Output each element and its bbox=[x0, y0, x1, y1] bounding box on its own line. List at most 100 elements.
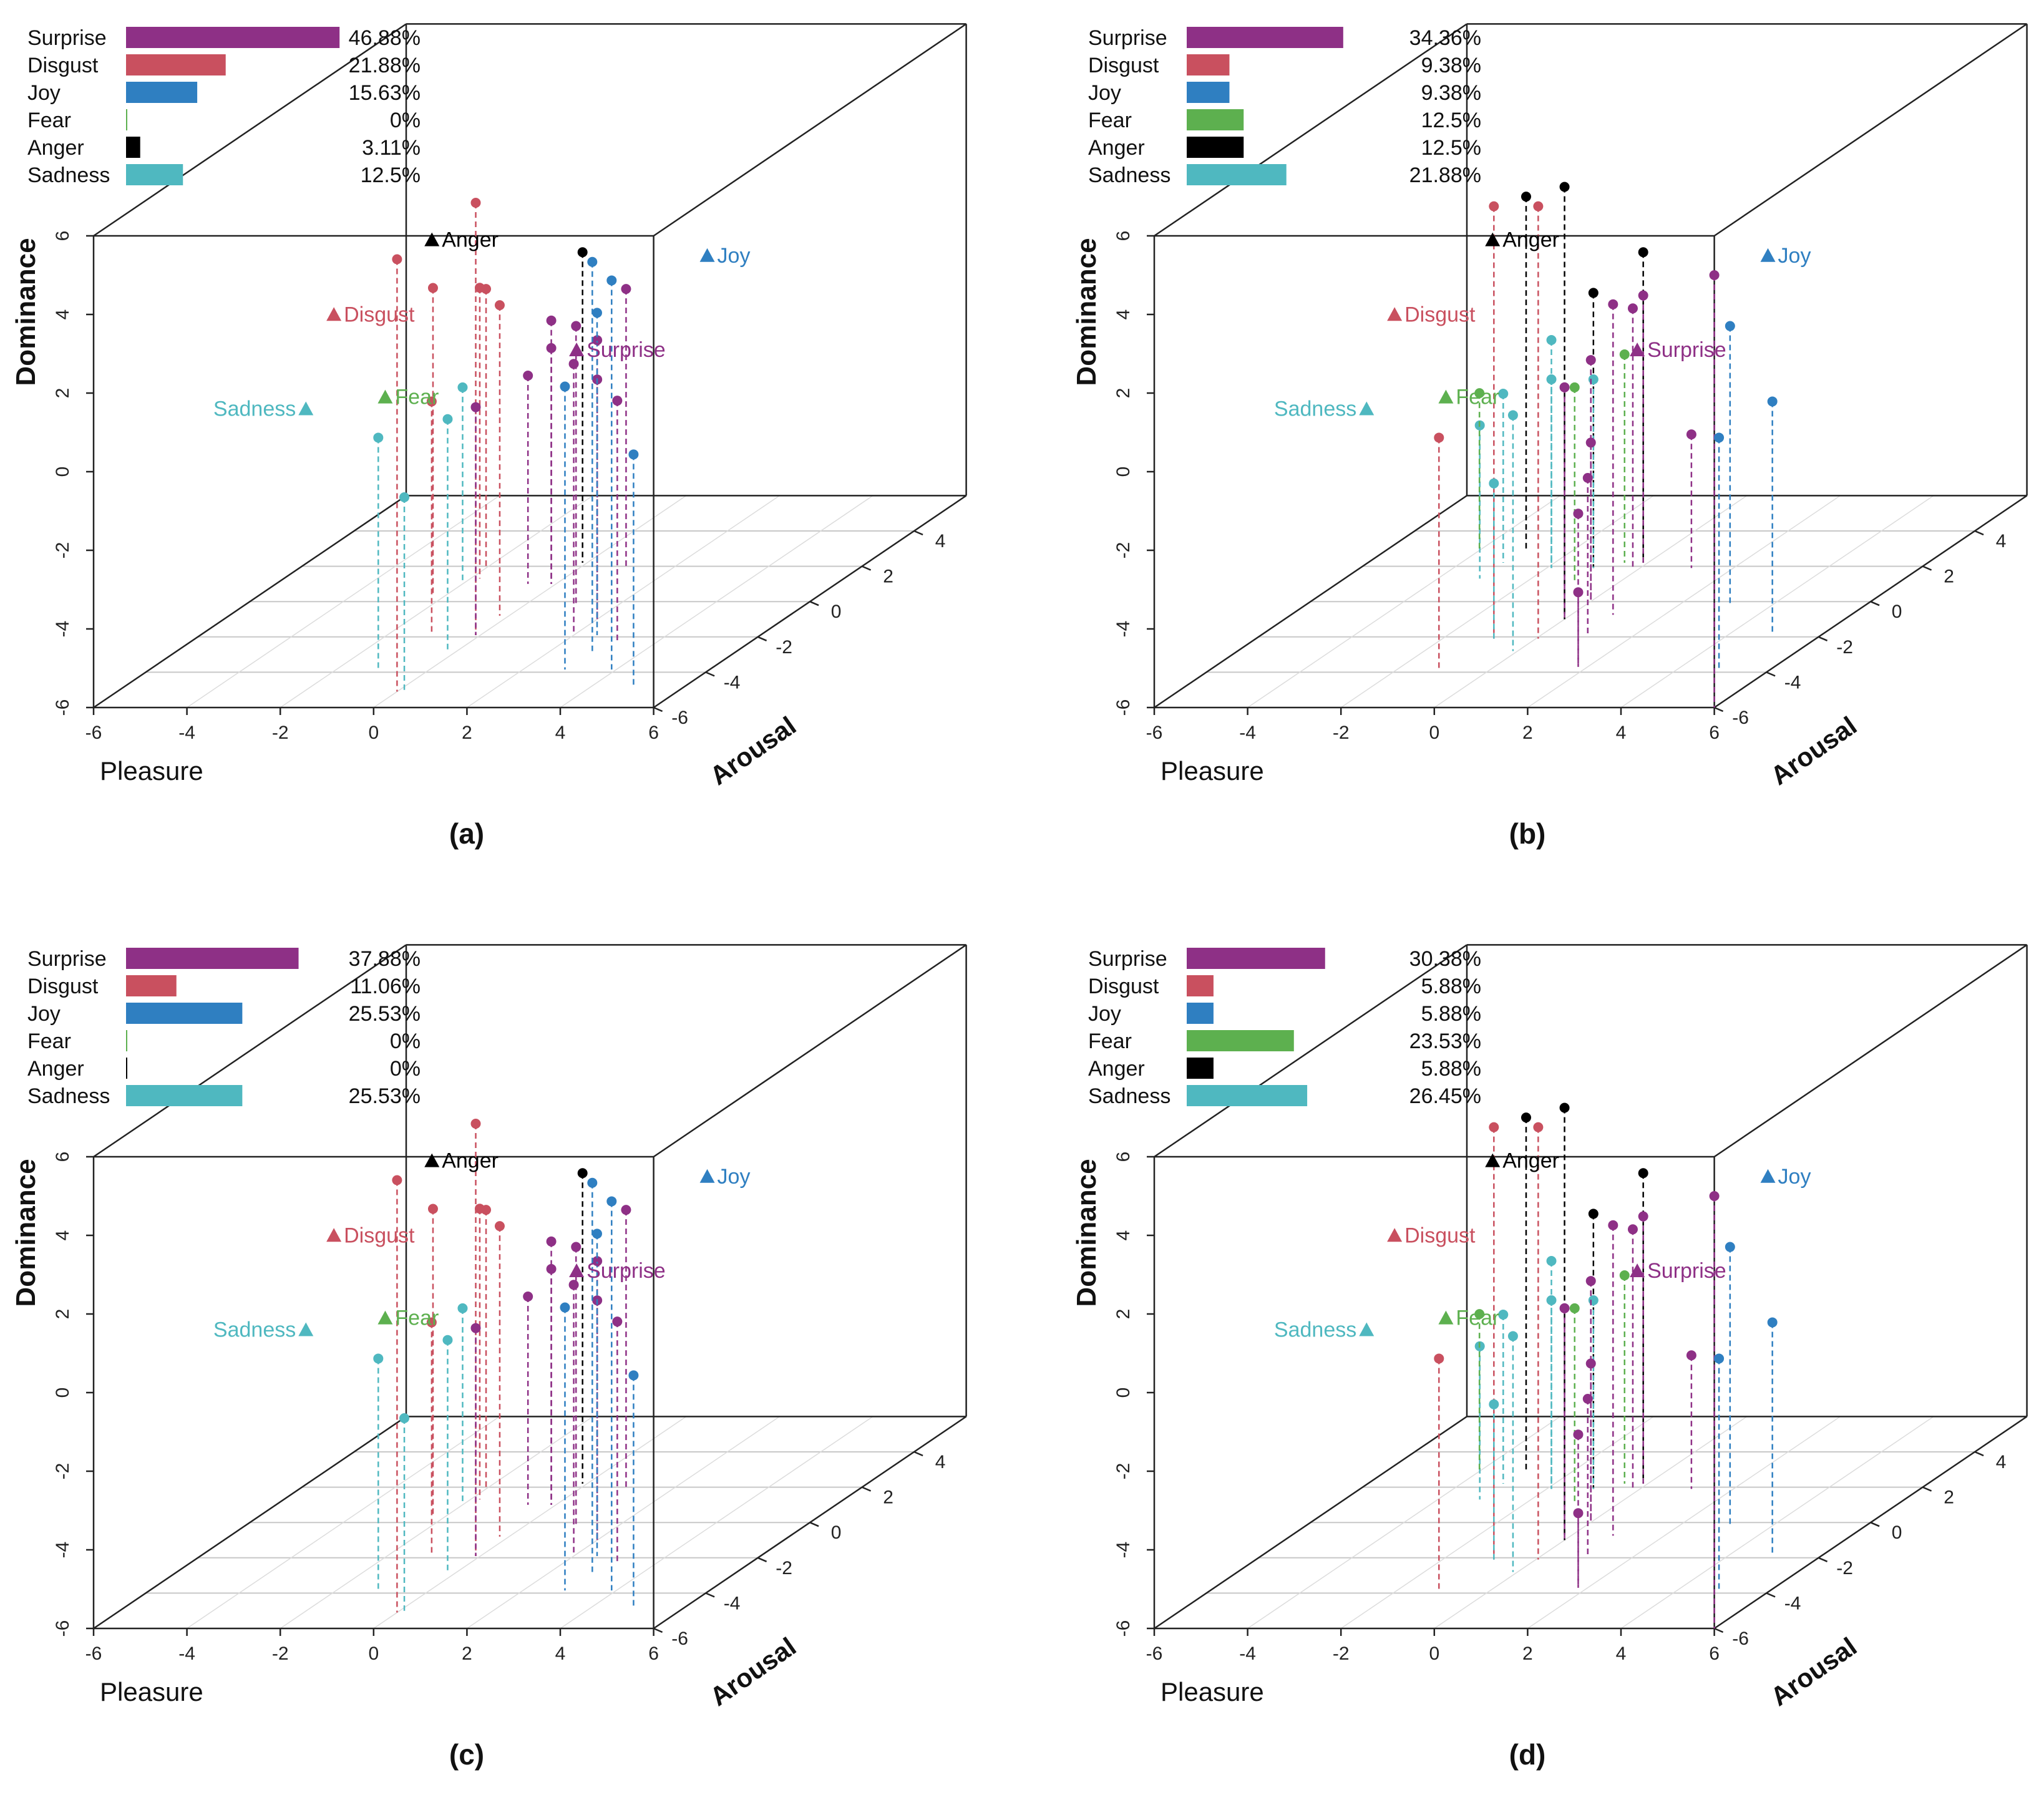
legend-label-disgust: Disgust bbox=[27, 975, 99, 998]
legend-label-fear: Fear bbox=[1088, 1029, 1132, 1053]
centroid-label-disgust: Disgust bbox=[344, 303, 415, 326]
arousal-tick-label: -4 bbox=[724, 1593, 741, 1613]
pleasure-tick-label: -4 bbox=[1239, 723, 1256, 743]
arousal-axis-title: Arousal bbox=[704, 711, 801, 791]
centroid-marker-anger bbox=[1485, 232, 1501, 246]
centroid-marker-sadness bbox=[298, 401, 314, 416]
legend-percent-sadness: 21.88% bbox=[1409, 163, 1481, 187]
floor-grid-line bbox=[560, 495, 874, 708]
data-point-sadness bbox=[1507, 410, 1518, 421]
panel-label: (c) bbox=[449, 1738, 484, 1771]
cube-edge bbox=[1154, 495, 1467, 709]
data-point-surprise bbox=[546, 1263, 557, 1274]
data-point-disgust bbox=[1434, 432, 1444, 443]
data-point-disgust bbox=[481, 284, 492, 294]
centroid-label-disgust: Disgust bbox=[1404, 1224, 1476, 1247]
arousal-tick-label: 2 bbox=[1944, 567, 1954, 587]
panel-a: -6 -4 -2 0 2 4 6 -6 -4 -2 0 2 4 6 -6 -4 -2 0 2 4 Pleasure Dom… bbox=[0, 0, 998, 886]
arousal-tick bbox=[1922, 1486, 1932, 1492]
data-point-sadness bbox=[457, 382, 468, 392]
arousal-tick bbox=[1766, 671, 1776, 677]
dominance-tick-label: 4 bbox=[52, 1230, 73, 1241]
data-point-anger bbox=[577, 1168, 588, 1179]
cube-edge bbox=[653, 23, 967, 237]
legend-bar-disgust bbox=[1187, 54, 1230, 75]
data-point-surprise bbox=[546, 1236, 557, 1247]
legend-label-fear: Fear bbox=[1088, 109, 1132, 132]
data-point-joy bbox=[591, 1229, 602, 1239]
dominance-axis-title: Dominance bbox=[11, 238, 41, 386]
floor-grid-line bbox=[1620, 495, 1934, 708]
data-point-surprise bbox=[1559, 382, 1570, 392]
centroid-label-sadness: Sadness bbox=[1274, 397, 1356, 421]
pleasure-tick-label: 2 bbox=[462, 1643, 472, 1664]
pleasure-tick-label: -4 bbox=[178, 723, 195, 743]
dominance-tick-label: 6 bbox=[52, 1152, 73, 1162]
dominance-tick-label: 4 bbox=[1113, 1230, 1134, 1241]
arousal-tick bbox=[653, 706, 663, 713]
data-point-sadness bbox=[457, 1303, 468, 1313]
data-point-joy bbox=[606, 275, 617, 286]
arousal-tick-label: 0 bbox=[1892, 601, 1902, 622]
data-point-disgust bbox=[1434, 1353, 1444, 1364]
data-point-surprise bbox=[546, 343, 557, 353]
legend-bar-sadness bbox=[126, 164, 183, 185]
centroid-marker-sadness bbox=[1359, 401, 1375, 416]
dominance-tick-label: 0 bbox=[52, 1388, 73, 1398]
centroid-label-disgust: Disgust bbox=[1404, 303, 1476, 326]
data-point-sadness bbox=[399, 492, 410, 502]
legend-percent-disgust: 9.38% bbox=[1421, 54, 1481, 77]
centroid-marker-fear bbox=[1438, 1310, 1454, 1325]
data-point-disgust bbox=[427, 283, 438, 293]
floor-grid-line bbox=[1247, 495, 1561, 708]
arousal-tick bbox=[1714, 706, 1724, 713]
centroid-label-fear: Fear bbox=[395, 386, 439, 409]
data-point-anger bbox=[1638, 1168, 1648, 1179]
pleasure-tick-label: 4 bbox=[555, 1643, 566, 1664]
legend-bar-sadness bbox=[1187, 164, 1287, 185]
data-point-sadness bbox=[1588, 1295, 1599, 1306]
legend-label-anger: Anger bbox=[1088, 1057, 1145, 1081]
pleasure-axis-title: Pleasure bbox=[1161, 1677, 1264, 1706]
centroid-label-anger: Anger bbox=[442, 1149, 499, 1173]
legend-percent-surprise: 46.88% bbox=[349, 26, 421, 50]
cube-edge bbox=[93, 1416, 407, 1630]
legend-percent-fear: 0% bbox=[390, 109, 421, 132]
dominance-tick-label: 4 bbox=[52, 309, 73, 320]
data-point-anger bbox=[1559, 182, 1570, 192]
legend-bar-surprise bbox=[126, 948, 299, 969]
legend-bar-disgust bbox=[126, 54, 226, 75]
arousal-tick-label: -6 bbox=[671, 1628, 688, 1649]
legend-bar-disgust bbox=[126, 975, 177, 996]
centroid-label-anger: Anger bbox=[1502, 1149, 1559, 1173]
data-point-joy bbox=[1767, 1317, 1778, 1328]
data-point-surprise bbox=[621, 1205, 631, 1215]
dominance-axis-title: Dominance bbox=[11, 1159, 41, 1306]
pleasure-tick-label: 0 bbox=[368, 723, 379, 743]
centroid-marker-anger bbox=[1485, 1153, 1501, 1167]
pleasure-tick-label: -2 bbox=[1333, 723, 1350, 743]
data-point-sadness bbox=[1546, 374, 1557, 385]
legend-label-sadness: Sadness bbox=[27, 163, 110, 187]
arousal-tick bbox=[809, 601, 819, 606]
centroid-marker-anger bbox=[424, 232, 440, 246]
data-point-sadness bbox=[1489, 1399, 1499, 1409]
pleasure-tick-label: -2 bbox=[1333, 1643, 1350, 1664]
centroid-label-sadness: Sadness bbox=[213, 397, 296, 421]
legend-bar-anger bbox=[126, 1058, 127, 1079]
arousal-tick bbox=[1818, 1557, 1828, 1562]
legend-percent-fear: 0% bbox=[390, 1029, 421, 1053]
data-point-anger bbox=[1521, 1112, 1531, 1123]
arousal-tick bbox=[809, 1522, 819, 1527]
data-point-surprise bbox=[621, 284, 631, 294]
panel-label: (b) bbox=[1509, 817, 1546, 850]
centroid-marker-disgust bbox=[326, 1228, 342, 1242]
centroid-marker-surprise bbox=[569, 1263, 585, 1277]
centroid-marker-fear bbox=[377, 1310, 393, 1325]
data-point-disgust bbox=[494, 300, 505, 311]
data-point-anger bbox=[1559, 1102, 1570, 1113]
legend-label-joy: Joy bbox=[1088, 81, 1121, 105]
panel-b: -6 -4 -2 0 2 4 6 -6 -4 -2 0 2 4 6 -6 -4 -2 0 2 4 Pleasure Dom… bbox=[1061, 0, 2044, 886]
arousal-tick bbox=[1818, 636, 1828, 641]
arousal-tick bbox=[705, 671, 715, 677]
